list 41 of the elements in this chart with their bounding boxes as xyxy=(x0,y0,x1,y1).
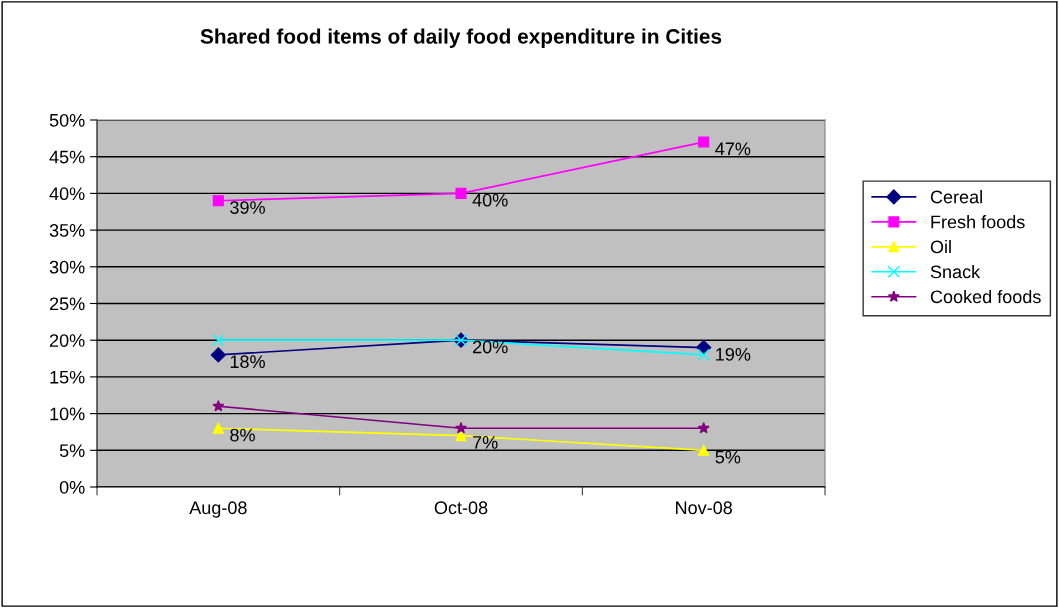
data-label: 39% xyxy=(230,201,265,214)
point xyxy=(455,430,467,442)
legend-label: Fresh foods xyxy=(931,215,1025,229)
data-label: 40% xyxy=(472,193,508,207)
y-tick-label: 25% xyxy=(49,297,85,311)
point xyxy=(210,347,226,363)
point xyxy=(698,136,710,148)
chart-title: Shared food items of daily food expenditure in Cities xyxy=(200,28,722,48)
point xyxy=(455,422,467,434)
y-tick-label: 40% xyxy=(49,187,85,201)
point xyxy=(212,195,224,207)
y-tick-label: 20% xyxy=(49,334,85,347)
y-tick-label: 30% xyxy=(49,260,85,274)
data-label: 7% xyxy=(473,436,498,449)
legend-label: Snack xyxy=(930,264,981,279)
point xyxy=(698,444,710,456)
data-label: 19% xyxy=(716,347,751,361)
data-label: 47% xyxy=(715,142,751,156)
y-tick-label: 0% xyxy=(59,480,85,494)
y-tick-label: 35% xyxy=(49,224,85,237)
point xyxy=(455,187,467,199)
x-tick-label: Oct-08 xyxy=(434,501,488,515)
point xyxy=(212,333,225,347)
legend-label: Cereal xyxy=(930,190,982,204)
point xyxy=(697,348,710,362)
point xyxy=(212,422,224,434)
y-tick-label: 5% xyxy=(59,444,85,458)
data-label: 5% xyxy=(715,450,741,464)
y-tick-label: 50% xyxy=(49,113,85,127)
data-label: 18% xyxy=(230,355,265,369)
x-tick-label: Nov-08 xyxy=(676,501,732,515)
x-tick-label: Aug-08 xyxy=(189,501,247,518)
data-label: 20% xyxy=(473,340,508,354)
point xyxy=(212,400,225,412)
y-tick-label: 15% xyxy=(50,370,85,384)
data-label: 8% xyxy=(230,428,255,442)
legend-label: Oil xyxy=(930,240,951,254)
y-tick-label: 45% xyxy=(49,150,85,164)
point xyxy=(697,422,710,434)
y-tick-label: 10% xyxy=(50,407,85,421)
legend-label: Cooked foods xyxy=(930,289,1041,304)
